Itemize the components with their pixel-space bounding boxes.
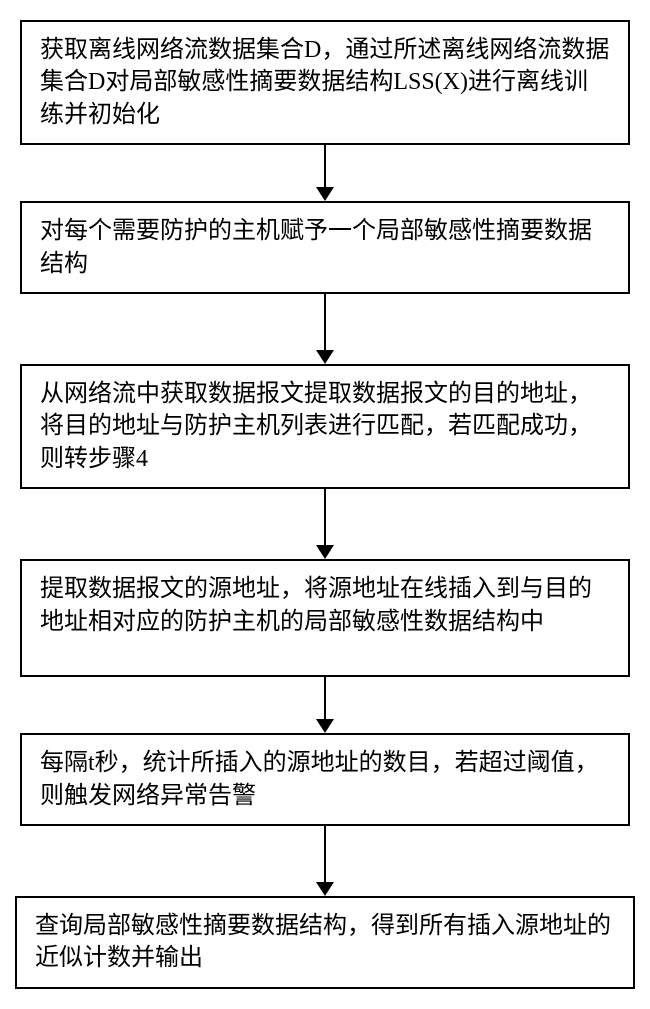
- arrow-down-icon: [316, 145, 334, 201]
- arrow-down-icon: [316, 677, 334, 733]
- flowchart-step-4: 提取数据报文的源地址，将源地址在线插入到与目的地址相对应的防护主机的局部敏感性数…: [20, 559, 630, 677]
- arrow-down-icon: [316, 826, 334, 896]
- flowchart-step-3: 从网络流中获取数据报文提取数据报文的目的地址，将目的地址与防护主机列表进行匹配，…: [20, 364, 630, 489]
- flowchart-step-6: 查询局部敏感性摘要数据结构，得到所有插入源地址的近似计数并输出: [15, 896, 635, 989]
- flowchart-step-1: 获取离线网络流数据集合D，通过所述离线网络流数据集合D对局部敏感性摘要数据结构L…: [20, 20, 630, 145]
- flowchart-container: 获取离线网络流数据集合D，通过所述离线网络流数据集合D对局部敏感性摘要数据结构L…: [15, 20, 635, 989]
- arrow-down-icon: [316, 489, 334, 559]
- flowchart-step-2: 对每个需要防护的主机赋予一个局部敏感性摘要数据结构: [20, 201, 630, 294]
- arrow-down-icon: [316, 294, 334, 364]
- flowchart-step-5: 每隔t秒，统计所插入的源地址的数目，若超过阈值，则触发网络异常告警: [20, 733, 630, 826]
